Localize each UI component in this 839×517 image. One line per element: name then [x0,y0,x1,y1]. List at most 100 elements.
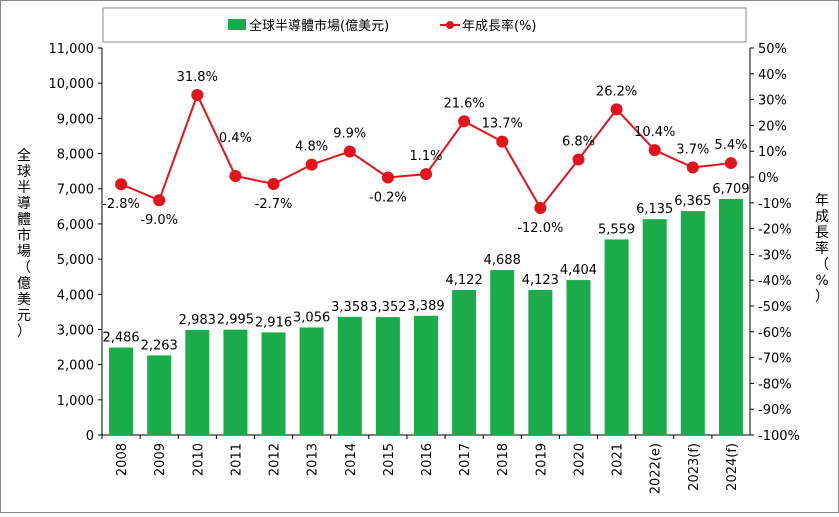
y-right-title-char: ） [815,289,829,305]
y-right-tick-label: -90% [758,403,792,418]
growth-point-2014 [343,145,356,158]
bar-2021 [604,239,629,435]
growth-point-2018 [496,135,509,148]
growth-label: -2.8% [102,197,140,212]
growth-label: -12.0% [517,221,563,236]
x-tick-label: 2015 [382,443,397,476]
bar-2011 [223,329,248,435]
bar-label: 2,486 [102,331,139,346]
bar-2010 [185,330,210,435]
x-tick-label: 2012 [268,443,283,476]
bar-2014 [337,316,362,435]
y-left-tick-label: 2,000 [57,359,94,374]
bar-2017 [452,289,477,435]
x-tick-label: 2009 [153,443,168,476]
growth-point-2011 [229,169,242,182]
x-tick-label: 2019 [534,443,549,476]
growth-label: -0.2% [369,191,407,206]
growth-label: 21.6% [443,96,484,111]
y-left-tick-label: 4,000 [57,288,94,303]
legend-bar-label: 全球半導體市場(億美元) [249,18,389,34]
bar-label: 3,352 [369,300,406,315]
y-right-tick-label: -20% [758,223,792,238]
y-right-tick-label: -40% [758,274,792,289]
legend-bar-swatch [228,19,246,30]
y-right-tick-label: -100% [758,429,800,444]
bar-label: 2,916 [255,315,292,330]
bar-label: 4,404 [560,263,597,278]
y-left-tick-label: 3,000 [57,323,94,338]
growth-label: 0.4% [219,131,252,146]
growth-label: 31.8% [177,70,218,85]
y-right-tick-label: -70% [758,352,792,367]
y-right-tick-label: 50% [758,42,787,57]
y-left-title-char: 場 [17,244,31,260]
bar-label: 6,709 [712,182,749,197]
y-right-tick-label: 0% [758,171,779,186]
y-left-tick-label: 11,000 [49,42,95,57]
bar-2012 [261,332,286,435]
growth-point-2009 [153,194,166,207]
growth-point-2022(e) [648,144,661,157]
bar-2013 [299,327,324,435]
bar-2019 [528,289,553,435]
y-right-tick-label: -50% [758,300,792,315]
growth-point-2021 [610,103,623,116]
y-left-title-char: 億 [17,276,31,292]
legend-line-label: 年成長率(%) [462,18,537,34]
bar-label: 3,358 [331,300,368,315]
bar-label: 2,995 [217,313,254,328]
x-tick-label: 2013 [306,443,321,476]
y-left-title-char: 全 [17,147,31,164]
bar-label: 2,263 [141,338,178,353]
growth-point-2012 [267,177,280,190]
bar-label: 4,688 [484,253,521,268]
growth-point-2024(f) [724,157,737,170]
growth-point-2016 [420,168,432,181]
y-left-title-char: ） [17,324,31,340]
growth-label: 1.1% [409,149,442,164]
growth-point-2015 [381,171,394,184]
growth-point-2010 [191,88,204,101]
y-right-title-char: 年 [815,193,829,209]
bar-label: 5,559 [598,222,635,237]
growth-label: 6.8% [562,134,595,149]
x-tick-label: 2023(f) [687,443,702,491]
y-left-tick-label: 10,000 [49,77,95,92]
y-right-tick-label: 20% [758,119,787,134]
y-right-title-char: 長 [815,225,829,241]
x-tick-label: 2014 [344,443,359,476]
growth-point-2017 [458,115,471,128]
bar-label: 3,389 [407,299,444,314]
growth-point-2020 [572,153,585,166]
bar-2009 [147,355,172,435]
growth-label: 13.7% [482,117,523,132]
x-tick-label: 2011 [229,443,244,476]
growth-label: -2.7% [255,197,293,212]
y-left-title-char: 元 [17,308,31,324]
y-right-tick-label: -30% [758,248,792,263]
y-right-title-char: % [815,273,828,289]
y-left-title-char: 市 [17,227,31,244]
y-right-tick-label: -80% [758,377,792,392]
growth-label: 10.4% [634,125,675,140]
bar-2024(f) [718,198,743,435]
growth-label: 9.9% [333,126,366,141]
growth-point-2019 [534,201,547,214]
x-tick-label: 2022(e) [649,443,664,494]
x-tick-label: 2020 [572,443,587,476]
bar-2016 [414,315,438,435]
bar-label: 3,056 [293,310,330,325]
y-left-title-char: 體 [17,212,31,228]
y-right-title-char: 率 [815,240,829,257]
bar-label: 4,122 [446,273,483,288]
y-left-title-char: （ [17,260,31,276]
y-right-title-char: （ [815,257,829,273]
bar-2008 [109,347,134,435]
y-left-tick-label: 8,000 [57,148,94,163]
bar-2022(e) [642,219,667,435]
x-tick-label: 2017 [458,443,473,476]
x-tick-label: 2018 [496,443,511,476]
y-left-title-char: 導 [17,196,31,212]
